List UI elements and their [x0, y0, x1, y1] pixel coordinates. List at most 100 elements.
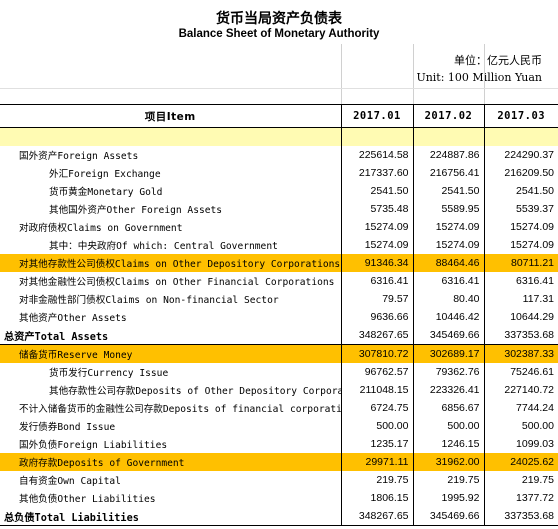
value-cell: 6316.41 — [341, 272, 414, 290]
table-row: 对其他金融性公司债权Claims on Other Financial Corp… — [0, 272, 558, 290]
table-row: 其他国外资产Other Foreign Assets 5735.48 5589.95… — [0, 200, 558, 218]
row-label: 国外负债Foreign Liabilities — [0, 435, 342, 453]
table-row: 不计入储备货币的金融性公司存款Deposits of financial cor… — [0, 399, 558, 417]
row-label: 不计入储备货币的金融性公司存款Deposits of financial cor… — [0, 399, 342, 417]
value-cell: 117.31 — [522, 293, 554, 305]
value-cell: 80.40 — [413, 290, 485, 308]
value-cell: 337353.68 — [484, 507, 558, 526]
row-label: 对政府债权Claims on Government — [0, 218, 342, 236]
column-header-item: 项目Item — [0, 104, 342, 128]
value-cell: 15274.09 — [413, 218, 485, 236]
table-row: 对其他存款性公司债权Claims on Other Depository Cor… — [0, 254, 558, 272]
row-label: 外汇Foreign Exchange — [0, 164, 342, 182]
value-cell: 80711.21 — [484, 254, 558, 272]
value-cell: 31962.00 — [413, 453, 485, 471]
spacer-cell — [484, 127, 558, 146]
value-cell: 348267.65 — [341, 326, 414, 345]
value-cell: 500.00 — [521, 420, 554, 432]
value-cell: 1246.15 — [413, 435, 485, 453]
value-cell: 29971.11 — [341, 453, 414, 471]
value-cell: 15274.09 — [341, 218, 414, 236]
row-label: 自有资金Own Capital — [0, 471, 342, 489]
header-row: 项目Item 2017.01 2017.02 2017.03 — [0, 104, 558, 128]
value-cell: 10644.29 — [510, 311, 554, 323]
spacer-cell — [341, 127, 414, 146]
column-header-period: 2017.01 — [341, 104, 414, 128]
grid-line — [413, 44, 414, 104]
value-cell: 1995.92 — [413, 489, 485, 507]
title-english: Balance Sheet of Monetary Authority — [178, 28, 380, 40]
value-cell: 1806.15 — [341, 489, 414, 507]
row-label: 对非金融性部门债权Claims on Non-financial Sector — [0, 290, 342, 308]
value-cell: 15274.09 — [510, 239, 554, 251]
value-cell: 224887.86 — [413, 146, 485, 164]
value-cell: 217337.60 — [341, 164, 414, 182]
row-label: 发行债券Bond Issue — [0, 417, 342, 435]
row-label: 其他国外资产Other Foreign Assets — [0, 200, 342, 218]
value-cell: 6724.75 — [341, 399, 414, 417]
value-cell: 15274.09 — [341, 236, 414, 254]
value-cell: 10446.42 — [413, 308, 485, 326]
value-cell: 88464.46 — [413, 254, 485, 272]
value-cell: 6316.41 — [413, 272, 485, 290]
value-cell: 219.75 — [521, 474, 554, 486]
spacer-cell — [413, 127, 485, 146]
value-cell: 302387.33 — [484, 344, 558, 363]
row-label: 对其他金融性公司债权Claims on Other Financial Corp… — [0, 272, 342, 290]
table-row: 其中：中央政府Of which: Central Government 15274… — [0, 236, 558, 254]
value-cell: 211048.15 — [341, 381, 414, 399]
row-label: 货币黄金Monetary Gold — [0, 182, 342, 200]
table-row: 外汇Foreign Exchange 217337.60 216756.41 2162… — [0, 164, 558, 182]
value-cell: 96762.57 — [341, 363, 414, 381]
value-cell: 91346.34 — [341, 254, 414, 272]
table-row: 对非金融性部门债权Claims on Non-financial Sector 7… — [0, 290, 558, 308]
row-label: 其他负债Other Liabilities — [0, 489, 342, 507]
value-cell: 216209.50 — [504, 167, 554, 179]
row-label: 其他存款性公司存款Deposits of Other Depository Co… — [0, 381, 342, 399]
row-label: 储备货币Reserve Money — [0, 344, 342, 363]
spacer-row — [0, 127, 558, 146]
value-cell: 2541.50 — [413, 182, 485, 200]
table-row: 国外资产Foreign Assets 225614.58 224887.86 2242… — [0, 146, 558, 164]
value-cell: 5735.48 — [341, 200, 414, 218]
balance-table: 项目Item 2017.01 2017.02 2017.03 国外资产Forei… — [0, 104, 558, 526]
value-cell: 345469.66 — [413, 326, 485, 345]
value-cell: 15274.09 — [510, 221, 554, 233]
value-cell: 9636.66 — [341, 308, 414, 326]
value-cell: 348267.65 — [341, 507, 414, 526]
table-row: 货币黄金Monetary Gold 2541.50 2541.50 2541.50 — [0, 182, 558, 200]
value-cell: 337353.68 — [484, 326, 558, 345]
value-cell: 307810.72 — [341, 344, 414, 363]
value-cell: 223326.41 — [413, 381, 485, 399]
value-cell: 24025.62 — [484, 453, 558, 471]
table-row: 对政府债权Claims on Government 15274.09 15274.0… — [0, 218, 558, 236]
value-cell: 6856.67 — [413, 399, 485, 417]
table-row: 其他存款性公司存款Deposits of Other Depository Co… — [0, 381, 558, 399]
column-header-period: 2017.02 — [413, 104, 485, 128]
value-cell: 302689.17 — [413, 344, 485, 363]
value-cell: 5539.37 — [516, 203, 554, 215]
value-cell: 500.00 — [413, 417, 485, 435]
value-cell: 1377.72 — [516, 492, 554, 504]
spacer-cell — [0, 127, 342, 146]
row-label: 其他资产Other Assets — [0, 308, 342, 326]
column-header-period: 2017.03 — [497, 110, 546, 122]
unit-english: Unit: 100 Million Yuan — [416, 71, 542, 84]
value-cell: 345469.66 — [413, 507, 485, 526]
table-row: 政府存款Deposits of Government 29971.11 31962.… — [0, 453, 558, 471]
value-cell: 6316.41 — [516, 275, 554, 287]
row-label: 其中：中央政府Of which: Central Government — [0, 236, 342, 254]
value-cell: 225614.58 — [341, 146, 414, 164]
value-cell: 75246.61 — [510, 366, 554, 378]
table-row: 货币发行Currency Issue 96762.57 79362.76 75246.… — [0, 363, 558, 381]
table-row: 国外负债Foreign Liabilities 1235.17 1246.15 109… — [0, 435, 558, 453]
table-row: 其他负债Other Liabilities 1806.15 1995.92 1377.… — [0, 489, 558, 507]
row-label: 总资产Total Assets — [0, 326, 342, 345]
title-chinese: 货币当局资产负债表 — [216, 11, 342, 27]
unit-chinese: 单位：亿元人民币 — [454, 54, 542, 67]
total-row: 总负债Total Liabilities 348267.65 345469.66 33… — [0, 507, 558, 526]
value-cell: 5589.95 — [413, 200, 485, 218]
grid-line — [341, 44, 342, 104]
row-label: 货币发行Currency Issue — [0, 363, 342, 381]
